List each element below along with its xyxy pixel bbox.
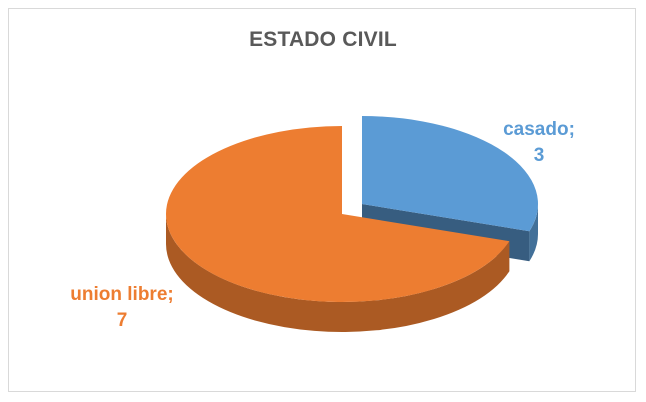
data-label-union-libre-value: 7: [116, 310, 128, 331]
chart-title: ESTADO CIVIL: [249, 28, 397, 51]
pie-slice-union-libre: [166, 126, 510, 302]
data-label-casado-category: casado;: [503, 119, 575, 140]
pie-top-layer: [166, 116, 538, 302]
pie-slice-casado: [362, 116, 538, 232]
pie-slice-side-casado: [529, 204, 538, 262]
data-label-casado-value: 3: [533, 145, 545, 166]
pie-slice-side-union-libre: [166, 214, 510, 332]
data-label-union-libre: union libre; 7: [52, 282, 192, 334]
data-label-casado: casado; 3: [494, 117, 584, 169]
data-label-union-libre-category: union libre;: [70, 284, 174, 305]
